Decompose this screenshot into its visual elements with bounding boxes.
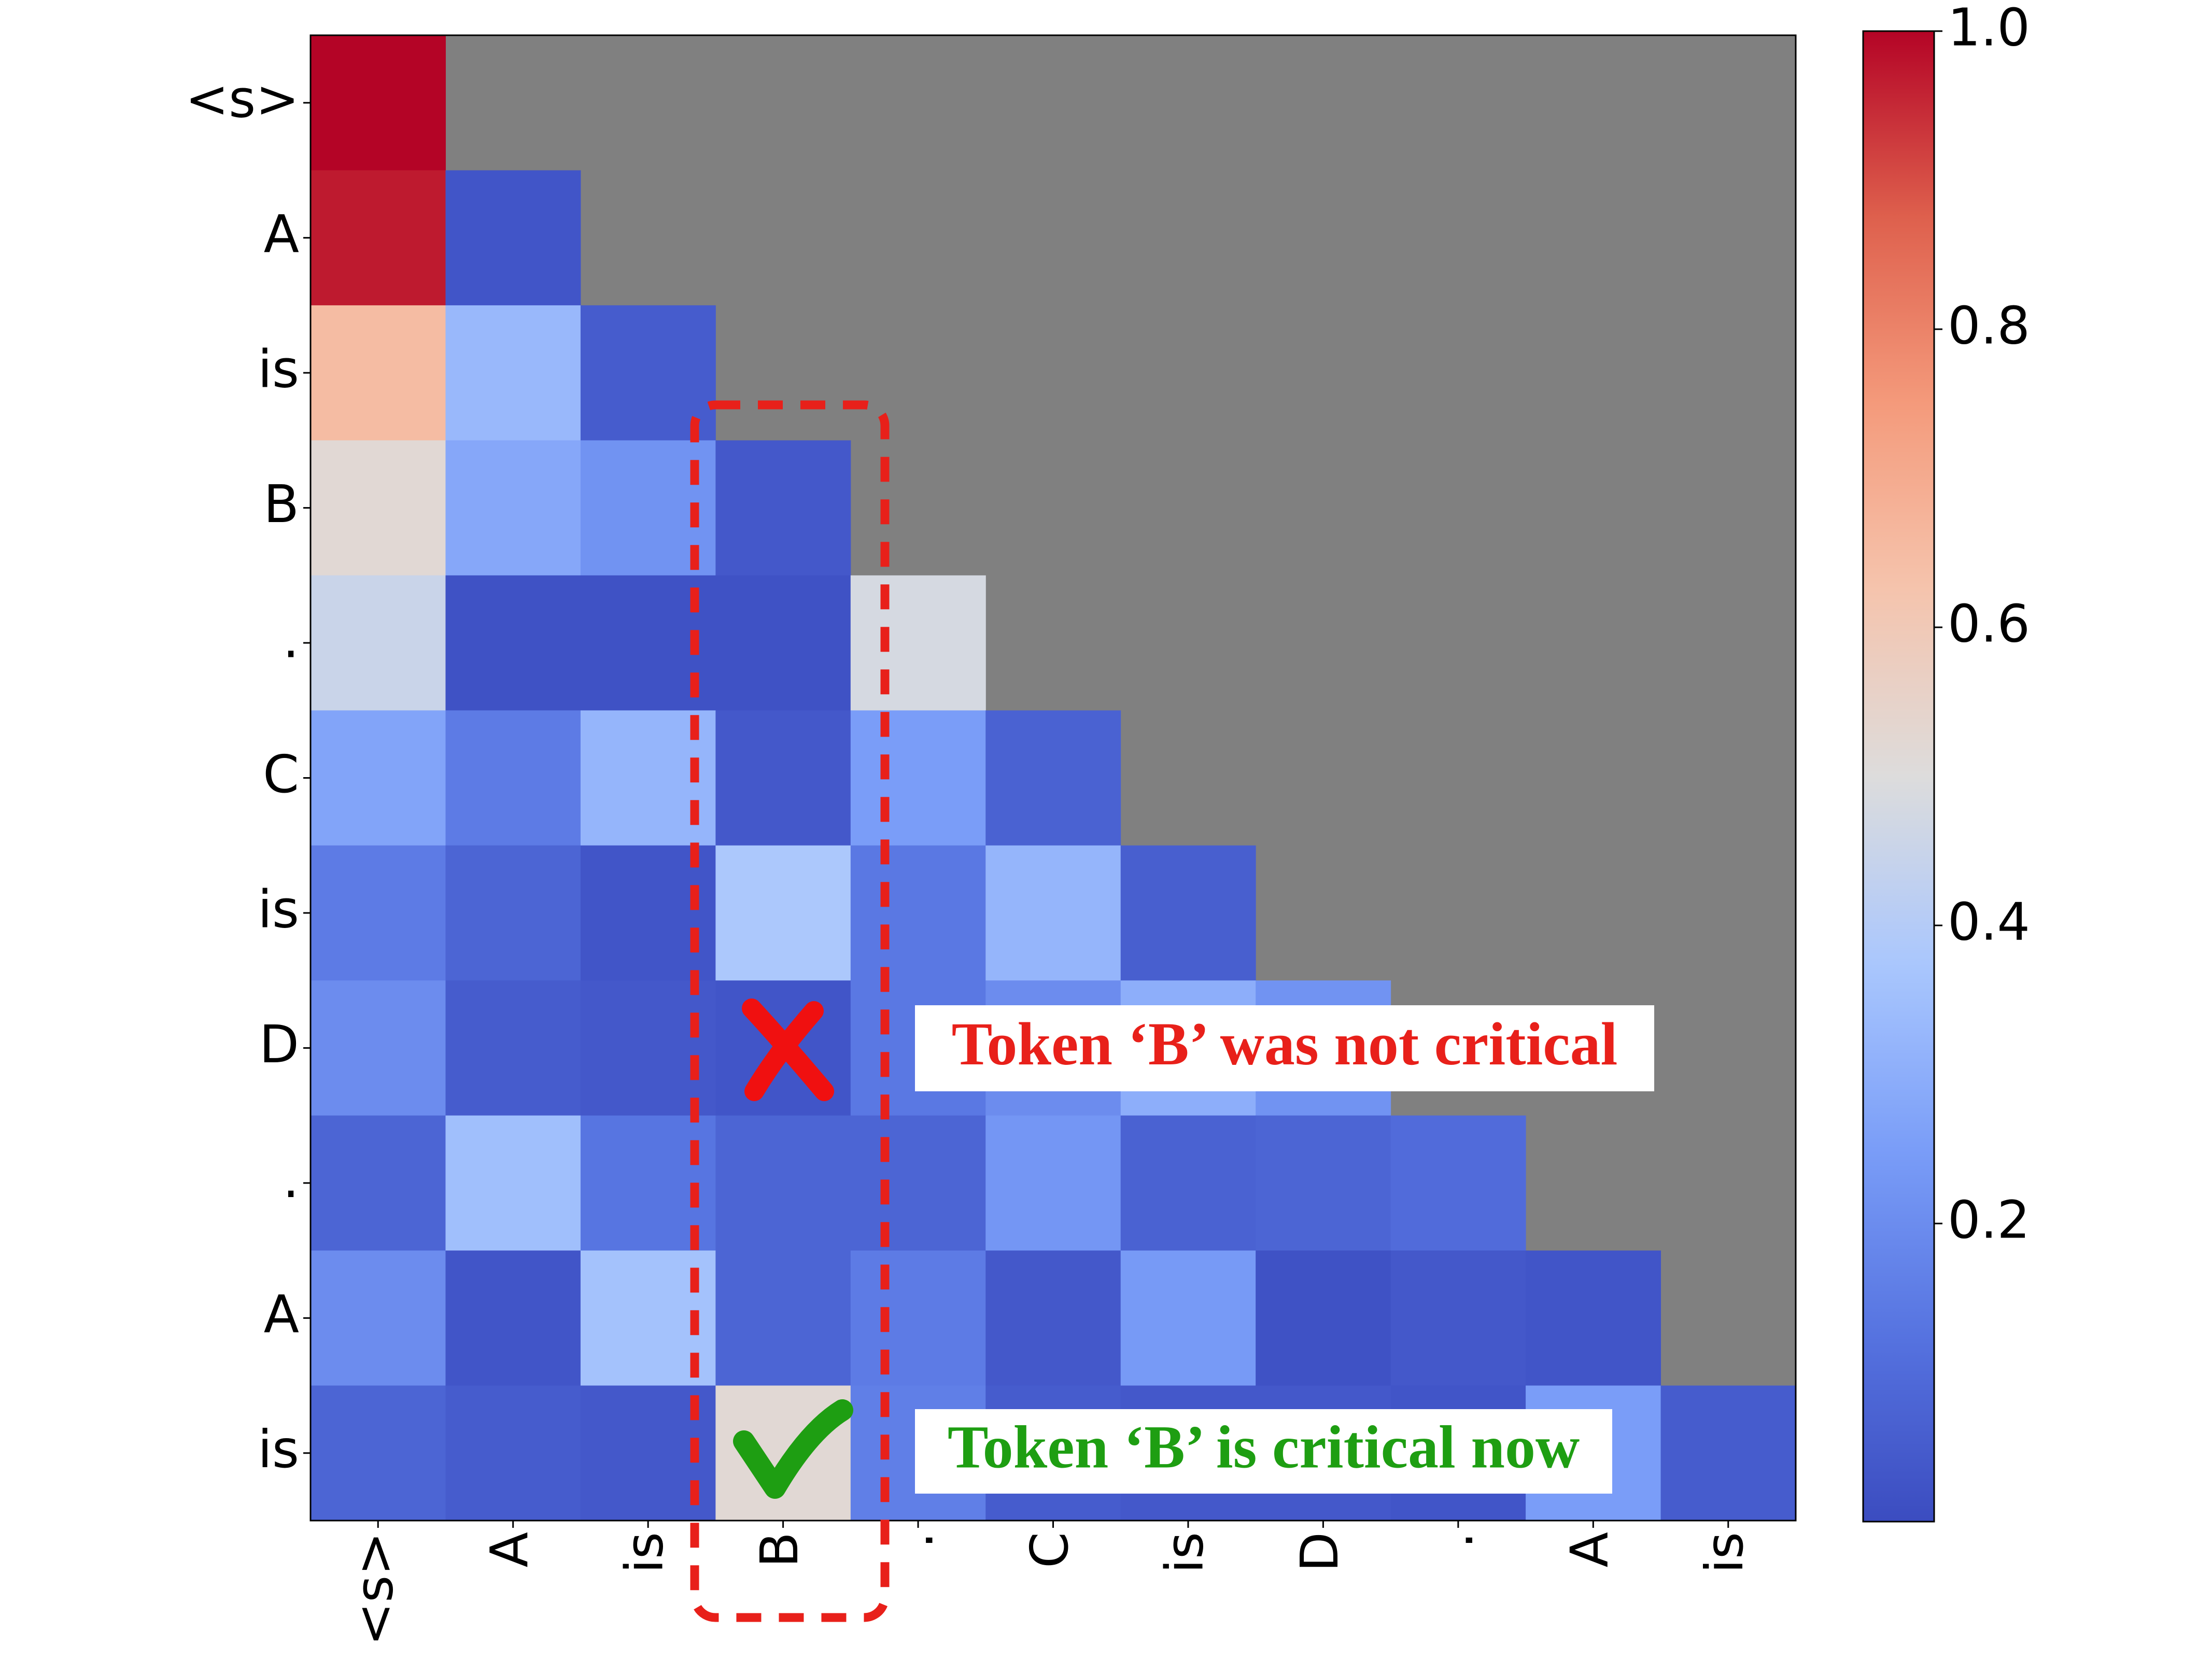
y-tick-label: is	[258, 879, 299, 939]
heat-cell	[580, 845, 716, 981]
heat-cell	[445, 1250, 581, 1386]
colorbar-tick-label: 0.6	[1948, 593, 2030, 654]
heat-cell	[1526, 1250, 1661, 1386]
heat-cell	[1660, 1385, 1796, 1521]
heat-cell	[311, 845, 446, 981]
heat-cell	[715, 575, 851, 711]
annotation-text: Token ‘B’ is critical now	[948, 1413, 1580, 1481]
y-tick-label: C	[263, 744, 299, 805]
y-tick-label: .	[283, 1149, 299, 1210]
cross-icon	[742, 999, 834, 1101]
heat-cell	[311, 170, 446, 306]
heat-cell	[715, 440, 851, 576]
x-tick-label: B	[749, 1532, 810, 1568]
y-tick-label: A	[264, 1284, 299, 1345]
annotation-box	[915, 1409, 1612, 1494]
heat-cell	[1256, 1250, 1391, 1386]
x-tick-label: A	[1559, 1532, 1620, 1567]
heat-cell	[1120, 1250, 1256, 1386]
y-tick-label: <s>	[185, 69, 299, 130]
x-tick-label: D	[1289, 1532, 1350, 1572]
heat-cell	[445, 845, 581, 981]
heat-cell	[311, 980, 446, 1116]
annotation-text: Token ‘B’ was not critical	[952, 1010, 1618, 1078]
heat-cell	[985, 1115, 1121, 1251]
colorbar-tick-label: 0.4	[1948, 891, 2030, 952]
highlight-box	[690, 400, 890, 1622]
heat-cell	[311, 1250, 446, 1386]
check-icon	[733, 1399, 853, 1499]
y-tick-label: B	[263, 474, 299, 535]
heat-cell	[580, 980, 716, 1116]
annotation-box	[915, 1005, 1654, 1091]
x-tick-label: <s>	[344, 1532, 405, 1646]
heat-cell	[1390, 1115, 1526, 1251]
heat-cell	[985, 845, 1121, 981]
heat-cell	[445, 1385, 581, 1521]
colorbar-tick-label: 0.2	[1948, 1189, 2030, 1250]
x-tick-label: C	[1019, 1532, 1080, 1568]
heat-cell	[445, 980, 581, 1116]
x-tick-label: .	[1424, 1532, 1485, 1549]
heat-cell	[985, 1250, 1121, 1386]
y-tick-label: .	[283, 609, 299, 669]
heat-cell	[311, 1385, 446, 1521]
heat-cell	[715, 1250, 851, 1386]
x-tick-label: is	[1154, 1532, 1215, 1573]
y-tick-label: is	[258, 1419, 299, 1480]
heat-cell	[311, 305, 446, 441]
heat-cell	[850, 575, 986, 711]
heat-cell	[985, 710, 1121, 846]
colorbar	[1862, 30, 1935, 1523]
heat-cell	[311, 35, 446, 171]
y-tick-label: D	[259, 1014, 299, 1075]
x-tick-label: A	[479, 1532, 540, 1567]
heat-cell	[445, 440, 581, 576]
heat-cell	[850, 710, 986, 846]
colorbar-tick-label: 1.0	[1948, 0, 2030, 58]
heat-cell	[1390, 1250, 1526, 1386]
heat-cell	[850, 1250, 986, 1386]
heat-cell	[715, 845, 851, 981]
heat-cell	[445, 575, 581, 711]
heat-cell	[445, 1115, 581, 1251]
heat-cell	[445, 710, 581, 846]
y-tick-label: A	[264, 204, 299, 264]
heat-cell	[311, 1115, 446, 1251]
heat-cell	[715, 710, 851, 846]
y-tick-label: is	[258, 339, 299, 399]
heat-cell	[445, 170, 581, 306]
heat-cell	[1256, 1115, 1391, 1251]
heat-cell	[1120, 845, 1256, 981]
x-tick-label: is	[614, 1532, 674, 1573]
heat-cell	[1120, 1115, 1256, 1251]
heat-cell	[850, 1115, 986, 1251]
heat-cell	[311, 575, 446, 711]
heat-cell	[311, 710, 446, 846]
x-tick-label: is	[1694, 1532, 1755, 1573]
heat-cell	[445, 305, 581, 441]
heat-cell	[850, 845, 986, 981]
colorbar-tick-label: 0.8	[1948, 295, 2030, 356]
x-tick-label: .	[884, 1532, 945, 1549]
heat-cell	[311, 440, 446, 576]
heat-cell	[715, 1115, 851, 1251]
